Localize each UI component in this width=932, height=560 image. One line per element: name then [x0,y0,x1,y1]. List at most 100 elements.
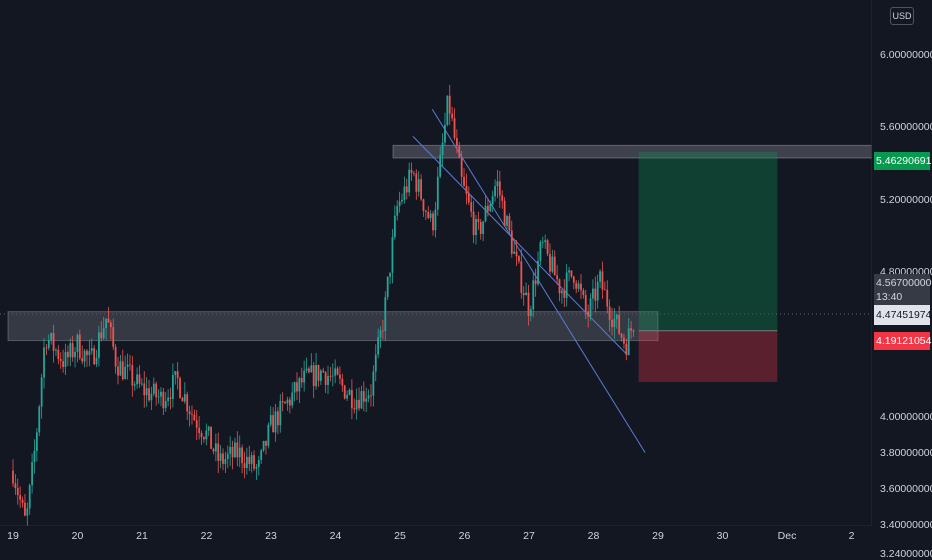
price-tick-label: 5.60000000 [880,121,932,134]
candle-body [109,322,112,328]
time-tick-label: 30 [716,530,729,542]
candle-body [59,358,62,362]
candle-body [150,393,153,401]
candle-body [284,402,286,404]
candle-body [83,350,86,362]
candle-body [12,470,14,484]
candle-body [217,443,220,461]
candle-body [157,396,160,398]
candle-body [324,372,327,385]
time-axis[interactable]: 19 20 21 22 23 24 25 26 27 28 29 30 Dec 2 [0,526,872,550]
target-zone [638,152,778,331]
candle-body [310,365,313,373]
candle-body [203,437,205,440]
candle-body [214,443,217,452]
candle-body [40,377,43,407]
candle-body [212,448,215,452]
candle-body [606,289,609,307]
candle-body [136,374,138,385]
candle-body [572,276,575,283]
candle-body [288,399,291,406]
candle-body [327,375,329,385]
candle-body [148,388,150,401]
candle-body [64,351,67,367]
candle-body [305,368,308,371]
resistance-zone [392,144,873,159]
candle-body [171,374,174,399]
candle-body [14,483,17,489]
candle-body [315,364,317,387]
candle-body [331,375,334,377]
time-tick-label: 21 [136,530,148,542]
candle-body [487,205,489,212]
candle-body [231,446,234,458]
candle-body [241,447,244,464]
candle-body [260,450,263,461]
candle-body [341,378,344,386]
candle-body [317,364,320,381]
candle-body [592,288,594,299]
candle-body [465,185,468,194]
candle-body [508,216,511,231]
currency-button[interactable]: USD [890,7,914,25]
candle-body [245,456,248,469]
support-zone [7,311,659,342]
candle-body [453,118,456,138]
candle-body [618,314,621,334]
entry-price-badge: 4.47451974 [874,305,931,325]
candle-body [537,260,539,285]
candle-body [35,432,38,451]
candle-body [527,292,530,316]
candle-body [43,347,45,378]
candle-body [446,95,449,125]
candle-body [274,411,277,433]
candle-body [140,383,143,385]
candle-body [38,406,41,433]
candle-body [167,397,170,402]
price-axis[interactable]: 6.500000006.000000005.600000005.20000000… [872,0,932,560]
candle-body [377,337,380,355]
candle-body [413,172,415,174]
candle-body [152,383,155,394]
candle-body [386,276,389,298]
candle-body [422,199,425,211]
candle-body [405,186,408,193]
candle-body [384,297,387,332]
candle-body [183,394,186,402]
target-price-badge: 5.46290691 [874,152,931,170]
candle-body [534,280,537,285]
candle-body [255,466,258,469]
price-tick-label: 3.40000000 [880,518,932,531]
candle-body [599,271,601,282]
candle-body [205,430,208,440]
candle-body [582,290,585,296]
candle-body [74,351,76,358]
candle-body [334,368,337,376]
price-tick-label: 4.00000000 [880,410,932,423]
candle-body [515,251,518,257]
candle-countdown: 13:40 [876,291,903,303]
candle-body [234,442,236,458]
candle-body [529,309,532,316]
candle-body [24,502,26,516]
candle-body [191,414,193,415]
price-tick-label: 6.00000000 [880,49,932,61]
candle-body [620,333,623,338]
candle-body [518,256,520,262]
candle-body [238,447,241,458]
candle-body [262,440,265,451]
candle-body [129,364,131,366]
candle-body [293,382,296,393]
candle-body [114,346,117,367]
candle-body [489,204,492,212]
candle-body [57,349,60,359]
candle-body [117,366,119,376]
candle-body [451,113,454,119]
candle-body [179,378,181,398]
candle-body [88,351,91,356]
candle-body [580,283,582,291]
candle-body [226,453,229,460]
candle-body [410,169,413,173]
candle-body [224,459,227,464]
